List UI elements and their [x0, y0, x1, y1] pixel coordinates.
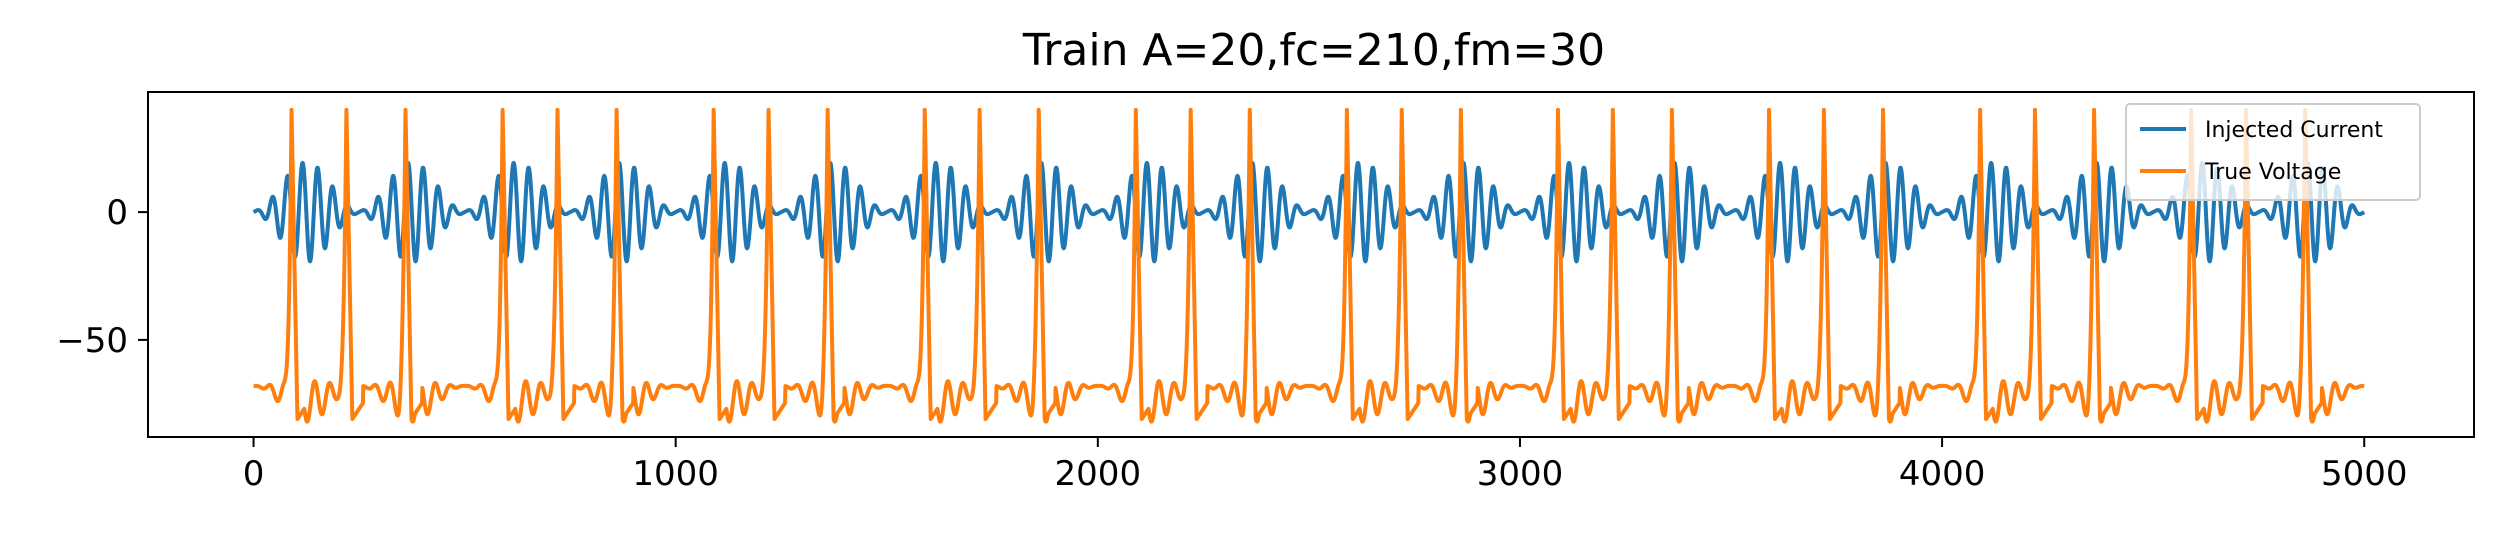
series-line-true-voltage: [251, 107, 2366, 424]
x-tick-label: 4000: [1899, 454, 1986, 494]
plot-lines: [251, 107, 2366, 424]
legend-box: [2125, 103, 2421, 201]
x-axis: 0 1000 2000 3000 4000 5000: [243, 437, 2408, 494]
series-line-injected-current: [251, 160, 2366, 264]
plot-frame: [147, 91, 2475, 438]
x-tick-label: 2000: [1055, 454, 1142, 494]
y-tick-label: −50: [56, 321, 128, 361]
legend-label-injected-current: Injected Current: [2205, 118, 2383, 143]
y-tick-label: 0: [106, 193, 128, 233]
y-axis: 0 −50: [56, 193, 148, 361]
x-tick-label: 1000: [632, 454, 719, 494]
chart-title: Train A=20,fc=210,fm=30: [1022, 25, 1605, 76]
x-tick-label: 5000: [2321, 454, 2408, 494]
legend: Injected Current True Voltage: [2125, 103, 2421, 201]
x-tick-label: 0: [243, 454, 265, 494]
x-tick-label: 3000: [1477, 454, 1564, 494]
legend-label-true-voltage: True Voltage: [2204, 160, 2341, 185]
